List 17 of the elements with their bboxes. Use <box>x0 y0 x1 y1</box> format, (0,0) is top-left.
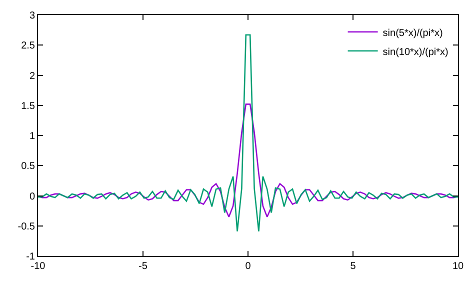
y-tick-label: 3 <box>29 10 36 22</box>
legend-label: sin(5*x)/(pi*x) <box>382 28 443 39</box>
y-tick-label: 0 <box>29 191 36 202</box>
line-series <box>38 104 458 218</box>
x-tick-label: 10 <box>452 261 464 272</box>
y-tick-label: -0.5 <box>18 221 36 232</box>
x-tick-label: 5 <box>350 261 356 272</box>
y-tick-label: 0.5 <box>21 161 36 172</box>
y-tick-label: 1.5 <box>21 100 36 112</box>
y-tick-label: 2 <box>29 70 36 82</box>
y-tick-label: 2.5 <box>21 40 36 52</box>
y-tick-label: 1 <box>29 131 36 142</box>
legend-label: sin(10*x)/(pi*x) <box>382 46 448 58</box>
x-tick-label: -10 <box>30 261 46 272</box>
x-tick-label: -5 <box>138 261 148 272</box>
x-tick-label: 0 <box>245 261 252 272</box>
y-tick-label: -1 <box>26 252 36 262</box>
